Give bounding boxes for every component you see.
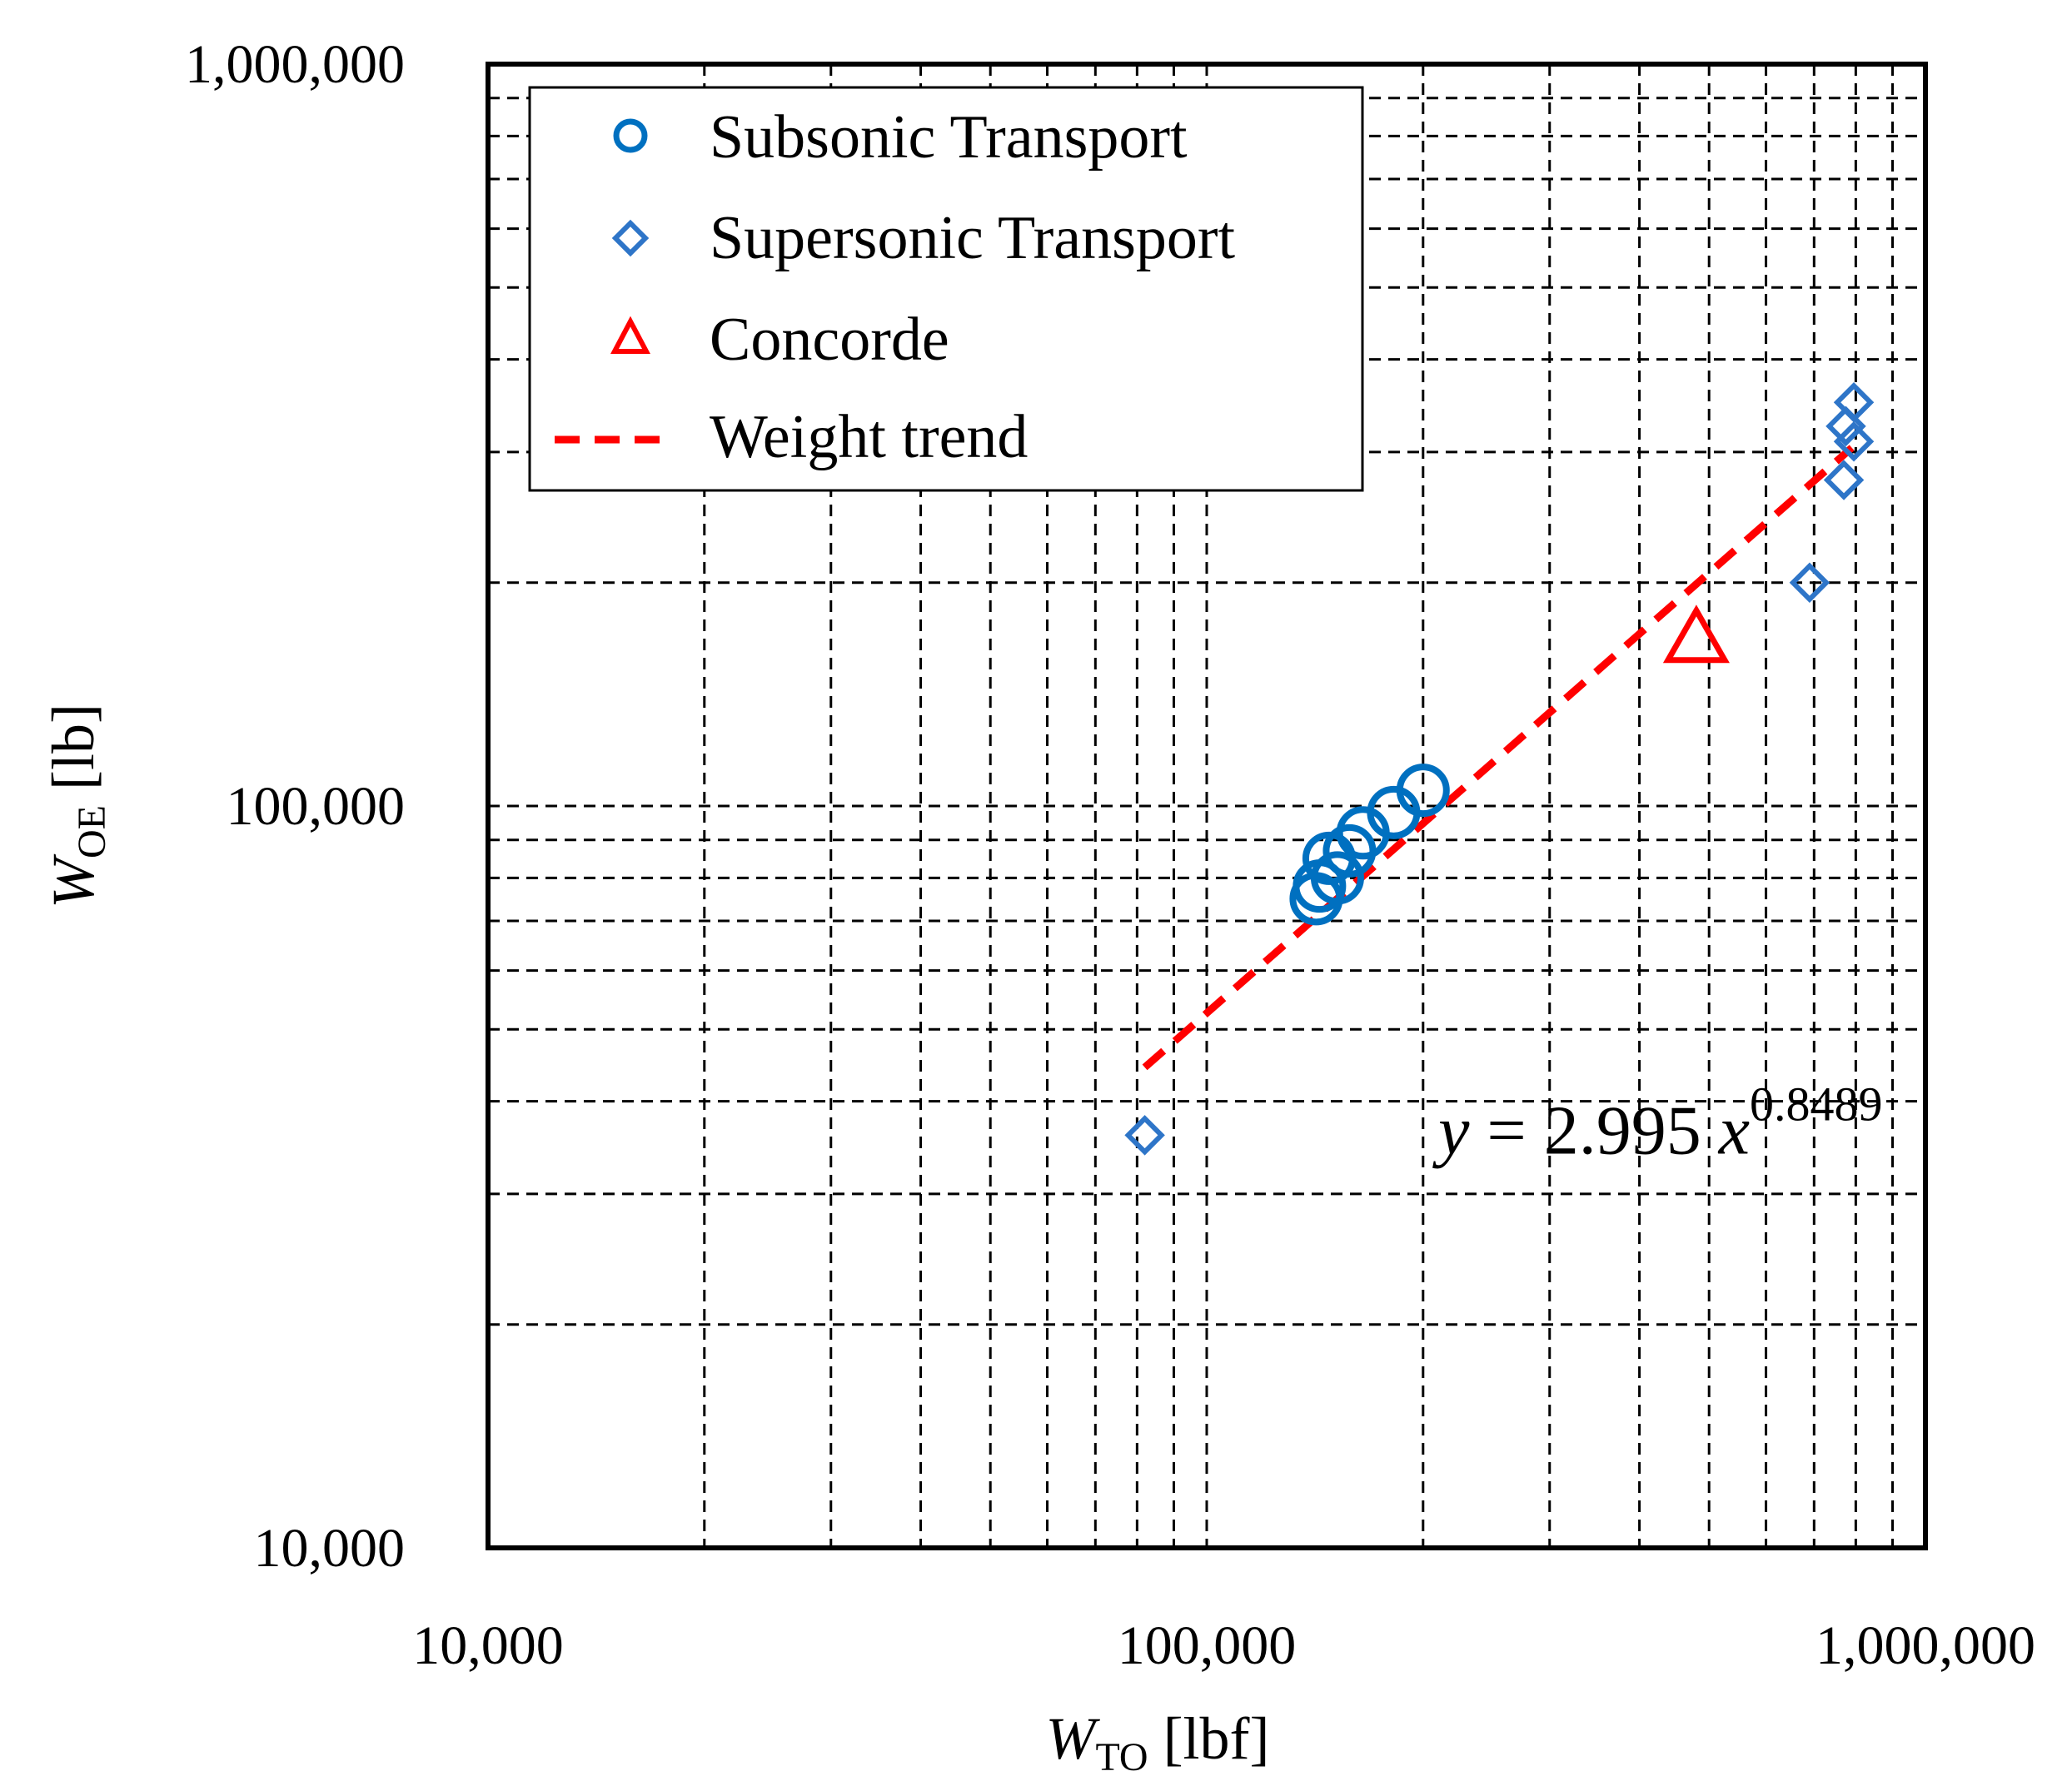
x-axis-title-main: W [1045, 1705, 1100, 1772]
y-axis-title-unit: [lb] [40, 704, 107, 805]
supersonic-point [1833, 420, 1875, 462]
supersonic-point [1124, 1115, 1165, 1156]
legend-label-subsonic: Subsonic Transport [710, 103, 1188, 172]
y-axis-title-sub: OE [70, 805, 114, 858]
y-tick-label: 10,000 [254, 1518, 406, 1579]
supersonic-point [1833, 381, 1875, 423]
trend-line [1142, 445, 1855, 1071]
legend-label-supersonic: Supersonic Transport [710, 204, 1236, 272]
marks-layer [1124, 381, 1875, 1156]
supersonic-point [1825, 405, 1866, 447]
y-tick-label: 100,000 [227, 776, 406, 837]
svg-text:WTO [lbf]: WTO [lbf] [1045, 1705, 1269, 1779]
legend-box [528, 86, 1364, 492]
equation-y: y [1432, 1092, 1470, 1169]
subsonic-point [1396, 764, 1450, 818]
trend-layer [1142, 445, 1855, 1071]
legend: Subsonic Transport Supersonic Transport … [528, 86, 1364, 492]
equation-x: x [1717, 1092, 1750, 1169]
x-tick-label: 100,000 [1118, 1615, 1297, 1676]
trend-equation: y = 2.995 x0.8489 [1432, 1077, 1882, 1169]
y-tick-label: 1,000,000 [185, 34, 405, 95]
supersonic-point [1789, 562, 1830, 604]
equation-body: = 2.995 [1469, 1092, 1718, 1169]
y-axis-title: WOE [lb] [40, 704, 114, 908]
supersonic-point [1823, 460, 1865, 500]
svg-text:y = 2.995 x0.8489: y = 2.995 x0.8489 [1432, 1077, 1882, 1169]
legend-marker-supersonic [611, 219, 650, 257]
equation-exponent: 0.8489 [1750, 1077, 1883, 1131]
y-axis-title-main: W [40, 853, 107, 908]
legend-label-concorde: Concorde [710, 306, 949, 374]
plot-frame [486, 62, 1928, 1550]
tick-labels: 10,000 100,000 1,000,000 10,000 100,000 1,000… [185, 34, 2035, 1676]
x-axis-title-sub: TO [1095, 1735, 1148, 1779]
x-axis-title: WTO [lbf] [1045, 1705, 1269, 1779]
x-tick-label: 1,000,000 [1815, 1615, 2035, 1676]
svg-text:WOE [lb]: WOE [lb] [40, 704, 114, 908]
x-tick-label: 10,000 [412, 1615, 564, 1676]
legend-marker-concorde [610, 316, 650, 354]
subsonic-point [1310, 851, 1364, 905]
x-axis-title-unit: [lbf] [1148, 1705, 1270, 1772]
legend-label-trend: Weight trend [710, 403, 1028, 471]
legend-marker-subsonic [613, 118, 648, 153]
concorde-point [1662, 604, 1730, 664]
